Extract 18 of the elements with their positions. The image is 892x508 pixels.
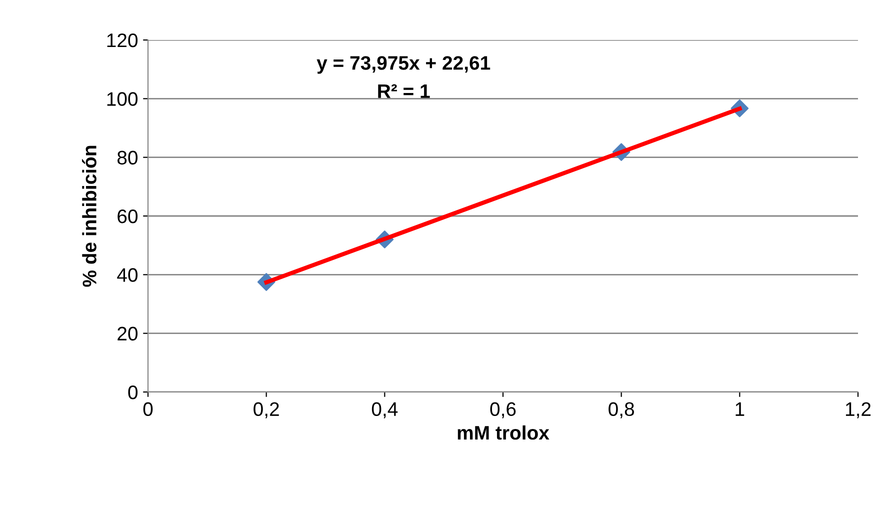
y-tick-label: 80 xyxy=(117,150,138,165)
x-tick-label: 0,6 xyxy=(490,402,516,418)
x-tick-label: 0,8 xyxy=(608,402,634,418)
y-tick-label: 60 xyxy=(118,209,138,224)
x-tick-label: 0 xyxy=(143,402,153,416)
annotation: R² = 1 xyxy=(378,84,430,98)
x-tick-label: 0,4 xyxy=(372,402,398,418)
annotation: y = 73,975x + 22,61 xyxy=(316,56,490,74)
y-axis-title: % de inhibición xyxy=(82,146,96,287)
y-tick-label: 40 xyxy=(117,268,138,282)
x-tick-label: 1,2 xyxy=(846,402,871,418)
y-tick-label: 100 xyxy=(107,92,138,106)
x-tick-label: 1 xyxy=(736,402,744,416)
x-axis-title: mM trolox xyxy=(458,425,550,440)
y-tick-label: 20 xyxy=(118,326,138,341)
x-tick-label: 0,2 xyxy=(254,402,279,418)
y-tick-label: 0 xyxy=(128,385,138,400)
y-tick-label: 120 xyxy=(107,33,138,48)
